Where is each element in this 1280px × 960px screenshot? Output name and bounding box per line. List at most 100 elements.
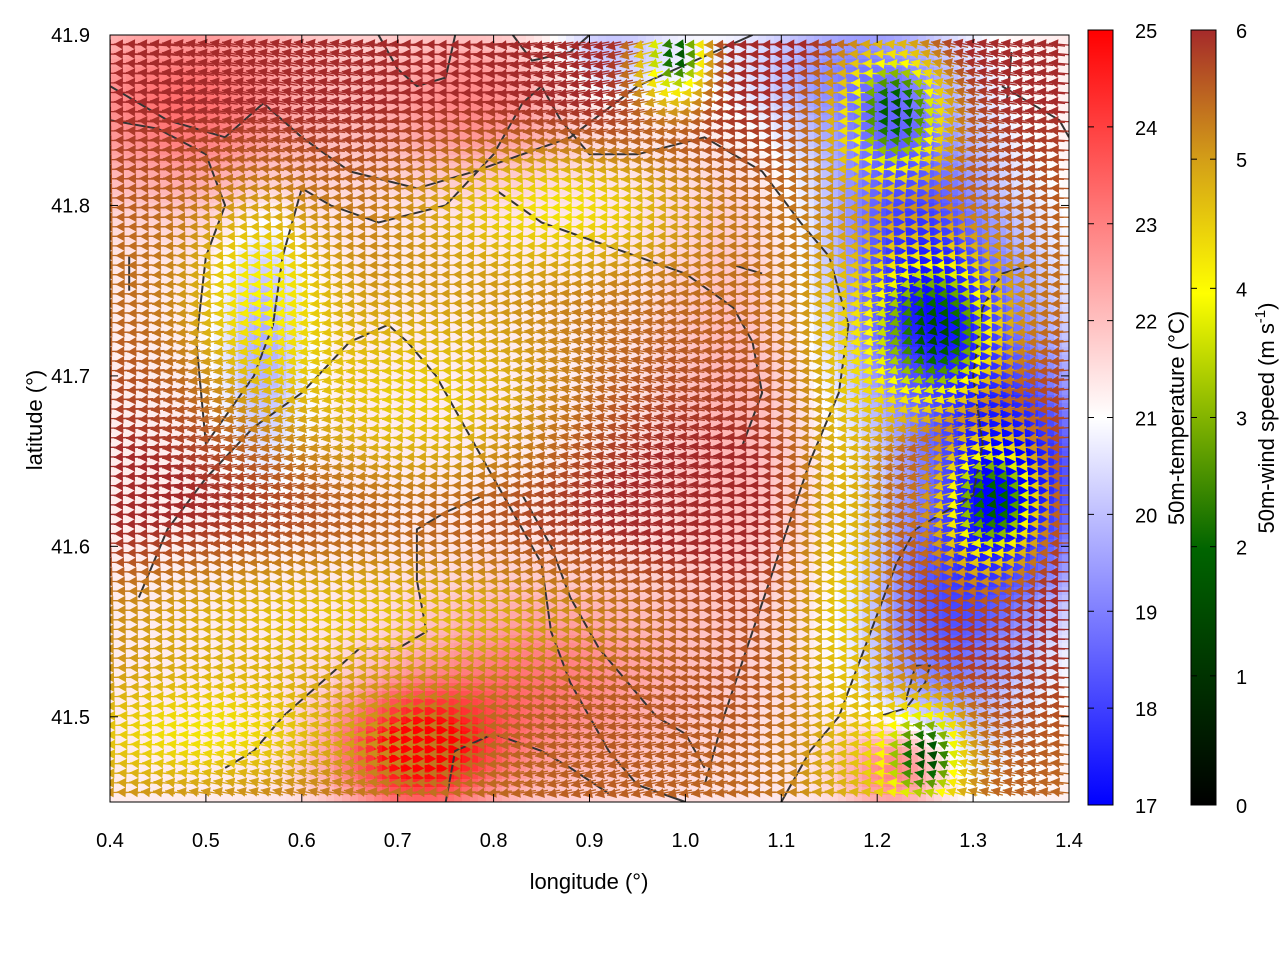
heatmap-cell — [278, 563, 287, 572]
heatmap-cell — [110, 43, 119, 52]
heatmap-cell — [278, 435, 287, 444]
heatmap-cell — [430, 755, 439, 764]
heatmap-cell — [350, 547, 359, 556]
heatmap-cell — [438, 515, 447, 524]
heatmap-cell — [350, 787, 359, 796]
heatmap-cell — [438, 475, 447, 484]
heatmap-cell — [286, 315, 295, 324]
heatmap-cell — [470, 603, 479, 612]
heatmap-cell — [374, 675, 383, 684]
heatmap-cell — [158, 195, 167, 204]
heatmap-cell — [198, 651, 207, 660]
heatmap-cell — [254, 571, 263, 580]
heatmap-cell — [174, 579, 183, 588]
heatmap-cell — [142, 659, 151, 668]
heatmap-cell — [454, 667, 463, 676]
heatmap-cell — [366, 371, 375, 380]
heatmap-cell — [262, 131, 271, 140]
heatmap-cell — [134, 363, 143, 372]
heatmap-cell — [342, 603, 351, 612]
heatmap-cell — [214, 363, 223, 372]
heatmap-cell — [262, 515, 271, 524]
heatmap-cell — [462, 563, 471, 572]
heatmap-cell — [318, 771, 327, 780]
heatmap-cell — [318, 755, 327, 764]
heatmap-cell — [270, 627, 279, 636]
heatmap-cell — [294, 707, 303, 716]
heatmap-cell — [246, 411, 255, 420]
heatmap-cell — [222, 747, 231, 756]
heatmap-cell — [150, 563, 159, 572]
heatmap-cell — [174, 699, 183, 708]
heatmap-cell — [318, 267, 327, 276]
heatmap-cell — [462, 619, 471, 628]
heatmap-cell — [158, 211, 167, 220]
heatmap-cell — [126, 235, 135, 244]
heatmap-cell — [438, 723, 447, 732]
heatmap-cell — [422, 651, 431, 660]
heatmap-cell — [318, 379, 327, 388]
heatmap-cell — [310, 219, 319, 228]
heatmap-cell — [182, 259, 191, 268]
heatmap-cell — [310, 515, 319, 524]
heatmap-cell — [198, 43, 207, 52]
heatmap-cell — [182, 411, 191, 420]
heatmap-cell — [374, 755, 383, 764]
heatmap-cell — [422, 323, 431, 332]
heatmap-cell — [350, 795, 359, 802]
heatmap-cell — [182, 307, 191, 316]
heatmap-cell — [246, 619, 255, 628]
heatmap-cell — [270, 715, 279, 724]
heatmap-cell — [318, 475, 327, 484]
heatmap-cell — [262, 315, 271, 324]
heatmap-cell — [174, 547, 183, 556]
heatmap-cell — [454, 563, 463, 572]
heatmap-cell — [182, 531, 191, 540]
heatmap-cell — [134, 331, 143, 340]
heatmap-cell — [318, 355, 327, 364]
heatmap-cell — [406, 227, 415, 236]
heatmap-cell — [222, 523, 231, 532]
heatmap-cell — [302, 571, 311, 580]
heatmap-cell — [206, 787, 215, 796]
heatmap-cell — [398, 419, 407, 428]
heatmap-cell — [294, 363, 303, 372]
heatmap-cell — [382, 467, 391, 476]
heatmap-cell — [174, 195, 183, 204]
heatmap-cell — [358, 131, 367, 140]
heatmap-cell — [342, 715, 351, 724]
heatmap-cell — [350, 195, 359, 204]
heatmap-cell — [174, 755, 183, 764]
heatmap-cell — [366, 379, 375, 388]
heatmap-cell — [366, 331, 375, 340]
heatmap-cell — [414, 475, 423, 484]
heatmap-cell — [190, 419, 199, 428]
heatmap-cell — [462, 667, 471, 676]
heatmap-cell — [350, 483, 359, 492]
heatmap-cell — [382, 667, 391, 676]
heatmap-cell — [334, 707, 343, 716]
heatmap-cell — [270, 83, 279, 92]
heatmap-cell — [134, 419, 143, 428]
heatmap-cell — [470, 787, 479, 796]
heatmap-cell — [406, 515, 415, 524]
heatmap-cell — [134, 659, 143, 668]
heatmap-cell — [294, 267, 303, 276]
heatmap-cell — [446, 259, 455, 268]
heatmap-cell — [294, 715, 303, 724]
heatmap-cell — [446, 723, 455, 732]
heatmap-cell — [358, 571, 367, 580]
heatmap-cell — [390, 219, 399, 228]
heatmap-cell — [158, 515, 167, 524]
heatmap-cell — [478, 659, 487, 668]
heatmap-cell — [158, 147, 167, 156]
heatmap-cell — [310, 379, 319, 388]
heatmap-cell — [342, 403, 351, 412]
heatmap-cell — [294, 339, 303, 348]
heatmap-cell — [374, 211, 383, 220]
heatmap-cell — [214, 707, 223, 716]
heatmap-cell — [350, 291, 359, 300]
heatmap-cell — [350, 763, 359, 772]
heatmap-cell — [110, 283, 119, 292]
heatmap-cell — [158, 387, 167, 396]
